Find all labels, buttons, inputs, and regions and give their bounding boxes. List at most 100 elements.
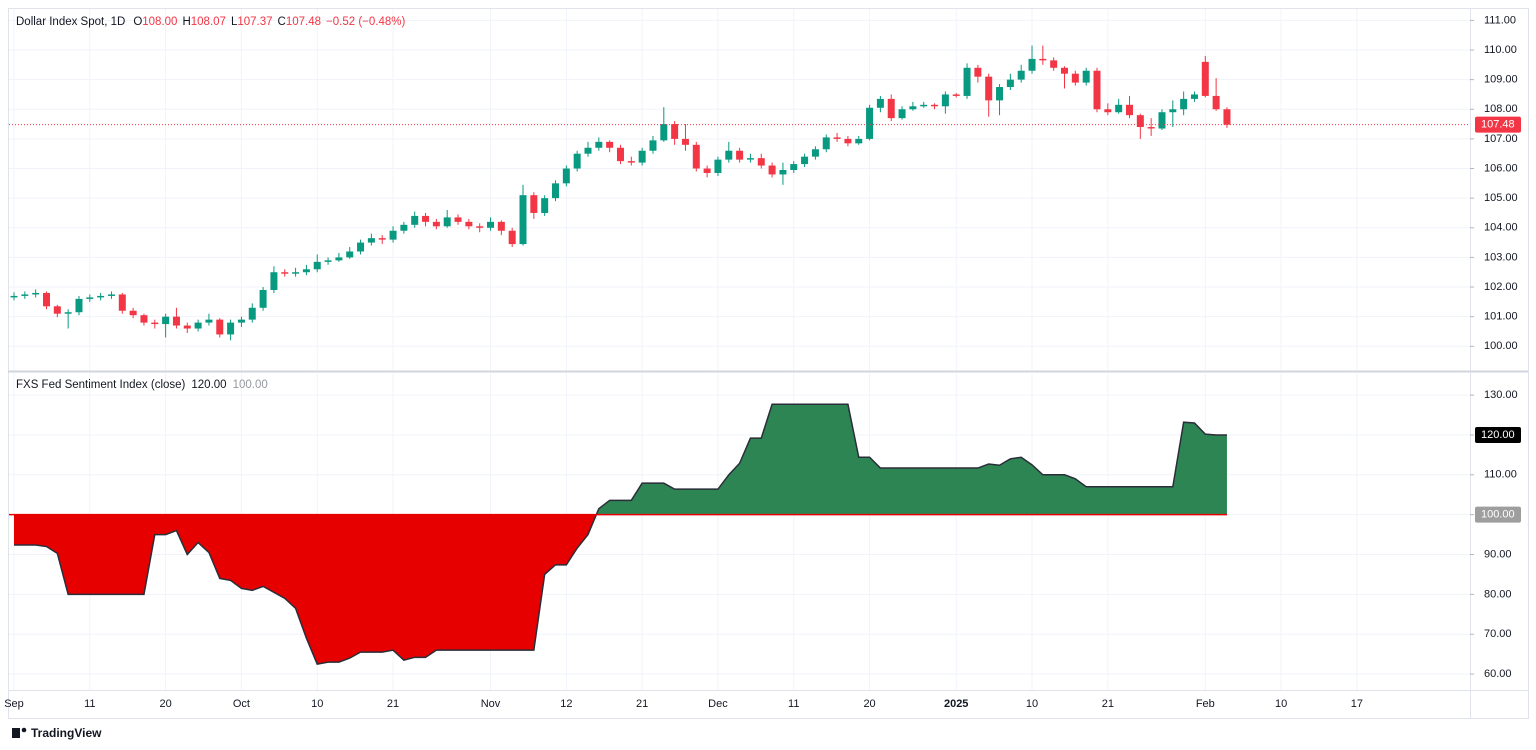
candle-body bbox=[627, 161, 635, 163]
pane-baseline-value: 100.00 bbox=[233, 379, 268, 391]
candle-body bbox=[194, 322, 202, 329]
candle-body bbox=[497, 221, 505, 231]
candle-body bbox=[595, 141, 603, 148]
candle-body bbox=[714, 159, 722, 173]
candle-body bbox=[1028, 58, 1036, 71]
candle-body bbox=[844, 138, 852, 144]
candle-body bbox=[1082, 70, 1090, 83]
candle-body bbox=[151, 322, 159, 325]
candle-body bbox=[801, 156, 809, 165]
candle-body bbox=[248, 307, 256, 320]
ohlc-value: 108.07 bbox=[191, 16, 226, 28]
candle-body bbox=[1061, 67, 1069, 74]
candle-body bbox=[443, 217, 451, 227]
candle-body bbox=[313, 261, 321, 270]
logo-mark bbox=[12, 728, 20, 738]
x-tick-label: 21 bbox=[387, 698, 399, 710]
candle-body bbox=[346, 251, 354, 258]
candle-body bbox=[1071, 73, 1079, 83]
x-tick-label: Oct bbox=[233, 698, 250, 710]
candle-body bbox=[281, 272, 289, 274]
y-tick-label: 60.00 bbox=[1484, 668, 1512, 680]
candle-body bbox=[86, 297, 94, 299]
baseline-badge bbox=[1475, 506, 1521, 523]
candle-body bbox=[292, 272, 300, 274]
candle-body bbox=[162, 316, 170, 325]
last-value-badge bbox=[1475, 426, 1521, 443]
ohlc-key: H bbox=[182, 16, 190, 28]
candle-body bbox=[746, 158, 754, 160]
candle-body bbox=[1136, 115, 1144, 128]
last-value-label: 120.00 bbox=[1481, 429, 1515, 441]
ohlc-value: 107.37 bbox=[237, 16, 272, 28]
candle-body bbox=[790, 164, 798, 170]
candle-body bbox=[454, 217, 462, 222]
marks bbox=[9, 45, 1470, 665]
legend-header: Dollar Index Spot, 1D O108.00 H108.07 L107.… bbox=[16, 16, 405, 28]
y-tick-label: 110.00 bbox=[1484, 469, 1517, 481]
candle-body bbox=[21, 294, 29, 296]
candle-body bbox=[866, 107, 874, 139]
candle-body bbox=[1158, 112, 1166, 129]
change-value: −0.52 (−0.48%) bbox=[326, 16, 405, 28]
y-tick-label: 70.00 bbox=[1484, 628, 1512, 640]
candle-body bbox=[1125, 104, 1133, 116]
candle-body bbox=[887, 98, 895, 119]
y-tick-label: 106.00 bbox=[1484, 162, 1518, 174]
candle-body bbox=[660, 124, 668, 141]
x-tick-label: 10 bbox=[1275, 698, 1287, 710]
candle-body bbox=[487, 221, 495, 228]
x-tick-label: 11 bbox=[84, 698, 95, 710]
candle-body bbox=[1212, 95, 1220, 110]
candle-body bbox=[357, 242, 365, 252]
candle-body bbox=[811, 149, 819, 157]
candle-body bbox=[118, 294, 126, 311]
candle-body bbox=[97, 295, 105, 298]
y-tick-label: 111.00 bbox=[1484, 14, 1516, 26]
baseline-label: 100.00 bbox=[1481, 509, 1515, 521]
candle-body bbox=[1190, 94, 1198, 99]
candle-body bbox=[757, 158, 765, 166]
y-tick-label: 104.00 bbox=[1484, 222, 1518, 234]
x-tick-label: 12 bbox=[560, 698, 572, 710]
legend-title: Dollar Index Spot, 1D bbox=[16, 16, 125, 28]
y-tick-label: 80.00 bbox=[1484, 588, 1512, 600]
x-tick-label: 21 bbox=[636, 698, 648, 710]
x-tick-label: 20 bbox=[159, 698, 171, 710]
logo-dot bbox=[21, 727, 27, 733]
x-tick-label: Sep bbox=[4, 698, 24, 710]
candle-body bbox=[703, 168, 711, 173]
candle-body bbox=[519, 195, 527, 245]
candle-body bbox=[378, 238, 386, 240]
candle-body bbox=[649, 140, 657, 151]
candle-body bbox=[1115, 104, 1123, 113]
candle-body bbox=[508, 230, 516, 245]
candle-body bbox=[1017, 70, 1025, 80]
candle-body bbox=[140, 315, 148, 323]
last-price-badge bbox=[1475, 116, 1521, 133]
x-tick-label: 11 bbox=[788, 698, 799, 710]
candle-body bbox=[53, 306, 61, 314]
candle-body bbox=[768, 165, 776, 175]
y-tick-label: 130.00 bbox=[1484, 389, 1518, 401]
y-tick-label: 101.00 bbox=[1484, 311, 1518, 323]
candle-body bbox=[422, 215, 430, 222]
ohlc-value: 108.00 bbox=[142, 16, 177, 28]
candle-body bbox=[692, 144, 700, 169]
x-tick-label: 17 bbox=[1351, 698, 1363, 710]
candle-body bbox=[259, 290, 267, 308]
candle-body bbox=[985, 76, 993, 101]
chart-frame bbox=[8, 8, 1529, 719]
candle-body bbox=[1223, 109, 1231, 125]
candle-body bbox=[855, 138, 863, 144]
ohlc-key: L bbox=[231, 16, 238, 28]
y-tick-label: 105.00 bbox=[1484, 192, 1518, 204]
pane-last-value: 120.00 bbox=[191, 379, 226, 391]
candle-body bbox=[725, 150, 733, 160]
area-below bbox=[14, 514, 1227, 665]
candle-body bbox=[205, 319, 213, 323]
candle-body bbox=[616, 147, 624, 162]
candle-body bbox=[671, 124, 679, 139]
candle-body bbox=[389, 230, 397, 240]
